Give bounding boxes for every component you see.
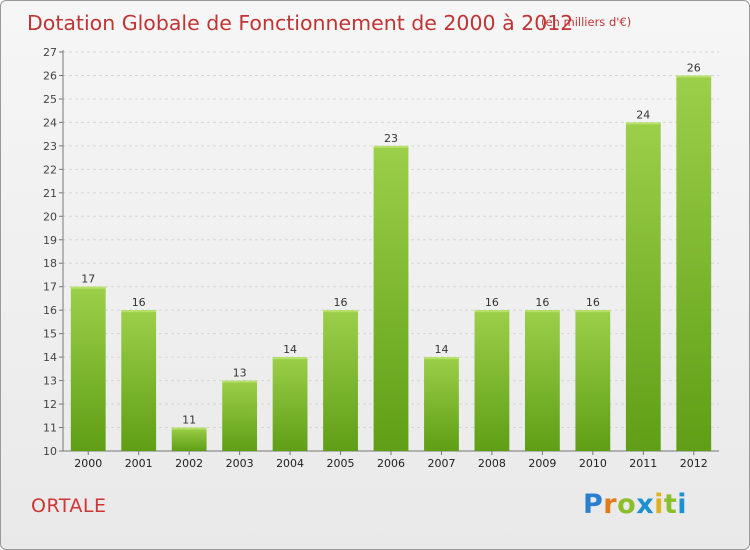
y-tick-label: 27 bbox=[43, 46, 57, 59]
bar-highlight-2007 bbox=[424, 357, 459, 360]
y-tick-label: 21 bbox=[43, 187, 57, 200]
logo-letter: t bbox=[663, 489, 678, 520]
logo-letter: x bbox=[636, 489, 655, 520]
y-tick-label: 12 bbox=[43, 398, 57, 411]
bar-2006 bbox=[373, 145, 409, 451]
y-tick-label: 19 bbox=[43, 234, 57, 247]
logo-letter: i bbox=[677, 489, 688, 520]
data-label-2002: 11 bbox=[182, 414, 196, 427]
data-label-2004: 14 bbox=[283, 343, 297, 356]
x-tick-label-2008: 2008 bbox=[478, 457, 506, 470]
bar-2008 bbox=[474, 310, 510, 451]
y-tick-label: 18 bbox=[43, 257, 57, 270]
bar-2004 bbox=[272, 357, 308, 451]
data-label-2006: 23 bbox=[384, 132, 398, 145]
bar-2005 bbox=[323, 310, 358, 451]
y-tick-label: 13 bbox=[43, 375, 57, 388]
bar-2007 bbox=[424, 357, 459, 451]
x-tick-label-2006: 2006 bbox=[377, 457, 405, 470]
data-label-2012: 26 bbox=[687, 61, 701, 74]
data-label-2011: 24 bbox=[636, 108, 650, 121]
y-tick-label: 26 bbox=[43, 69, 57, 82]
data-label-2009: 16 bbox=[535, 296, 549, 309]
y-tick-labels: 10 11 12 13 14 15 16 17 18 19 20 21 22 23 24 25 26 27 bbox=[43, 46, 57, 458]
bar-2000 bbox=[70, 286, 106, 451]
y-tick-label: 10 bbox=[43, 445, 57, 458]
bar-highlight-2012 bbox=[676, 75, 712, 78]
data-label-2005: 16 bbox=[334, 296, 348, 309]
y-tick-label: 14 bbox=[43, 351, 57, 364]
bar-2010 bbox=[575, 310, 611, 451]
data-label-2008: 16 bbox=[485, 296, 499, 309]
x-tick-label-2003: 2003 bbox=[226, 457, 254, 470]
bar-2011 bbox=[625, 122, 661, 451]
y-tick-label: 16 bbox=[43, 304, 57, 317]
x-tick-labels: 2000 2001 2002 2003 2004 2005 2006 2007 2008 2009… bbox=[74, 457, 708, 470]
x-tick-label-2010: 2010 bbox=[579, 457, 607, 470]
chart-title: Dotation Globale de Fonctionnement de 20… bbox=[27, 11, 574, 35]
bar-highlight-2006 bbox=[373, 145, 409, 148]
x-tick-label-2007: 2007 bbox=[427, 457, 455, 470]
bar-2009 bbox=[524, 310, 560, 451]
logo-letter: i bbox=[654, 489, 664, 520]
x-tick-label-2005: 2005 bbox=[327, 457, 355, 470]
commune-name: ORTALE bbox=[31, 495, 107, 517]
data-label-2007: 14 bbox=[434, 343, 448, 356]
y-tick-label: 20 bbox=[43, 210, 57, 223]
logo-letter: P bbox=[583, 489, 604, 520]
bar-highlight-2011 bbox=[625, 122, 661, 125]
x-tick-label-2004: 2004 bbox=[276, 457, 304, 470]
x-tick-label-2009: 2009 bbox=[528, 457, 556, 470]
bar-highlight-2004 bbox=[272, 357, 308, 360]
logo-letter: o bbox=[617, 489, 637, 520]
bar-2001 bbox=[121, 310, 157, 451]
y-tick-label: 15 bbox=[43, 328, 57, 341]
proxiti-logo: Proxiti bbox=[583, 489, 687, 520]
y-tick-label: 23 bbox=[43, 140, 57, 153]
x-tick-label-2001: 2001 bbox=[125, 457, 153, 470]
bar-2002 bbox=[171, 427, 207, 451]
data-labels: 17 16 11 13 14 16 23 14 16 16 16 24 26 bbox=[81, 61, 701, 426]
x-tick-label-2011: 2011 bbox=[629, 457, 657, 470]
logo-letter: r bbox=[603, 489, 618, 520]
bar-highlight-2010 bbox=[575, 310, 611, 313]
y-tick-label: 11 bbox=[43, 422, 57, 435]
chart-subtitle: (en milliers d'€) bbox=[541, 15, 632, 29]
bar-2012 bbox=[676, 75, 712, 452]
bar-highlight-2000 bbox=[70, 286, 106, 289]
bar-highlight-2009 bbox=[524, 310, 560, 313]
data-label-2003: 13 bbox=[233, 367, 247, 380]
data-label-2010: 16 bbox=[586, 296, 600, 309]
bar-highlight-2008 bbox=[474, 310, 510, 313]
y-tick-label: 17 bbox=[43, 281, 57, 294]
x-tick-label-2012: 2012 bbox=[680, 457, 708, 470]
y-tick-label: 24 bbox=[43, 116, 57, 129]
x-tick-label-2002: 2002 bbox=[175, 457, 203, 470]
bar-highlight-2001 bbox=[121, 310, 157, 313]
x-tick-label-2000: 2000 bbox=[74, 457, 102, 470]
bar-highlight-2005 bbox=[323, 310, 358, 313]
y-tick-label: 25 bbox=[43, 93, 57, 106]
data-label-2000: 17 bbox=[81, 273, 95, 286]
y-tick-label: 22 bbox=[43, 163, 57, 176]
data-label-2001: 16 bbox=[132, 296, 146, 309]
bar-2003 bbox=[222, 380, 258, 451]
bars bbox=[70, 75, 712, 452]
bar-highlight-2003 bbox=[222, 380, 258, 383]
bar-highlight-2002 bbox=[171, 427, 207, 430]
